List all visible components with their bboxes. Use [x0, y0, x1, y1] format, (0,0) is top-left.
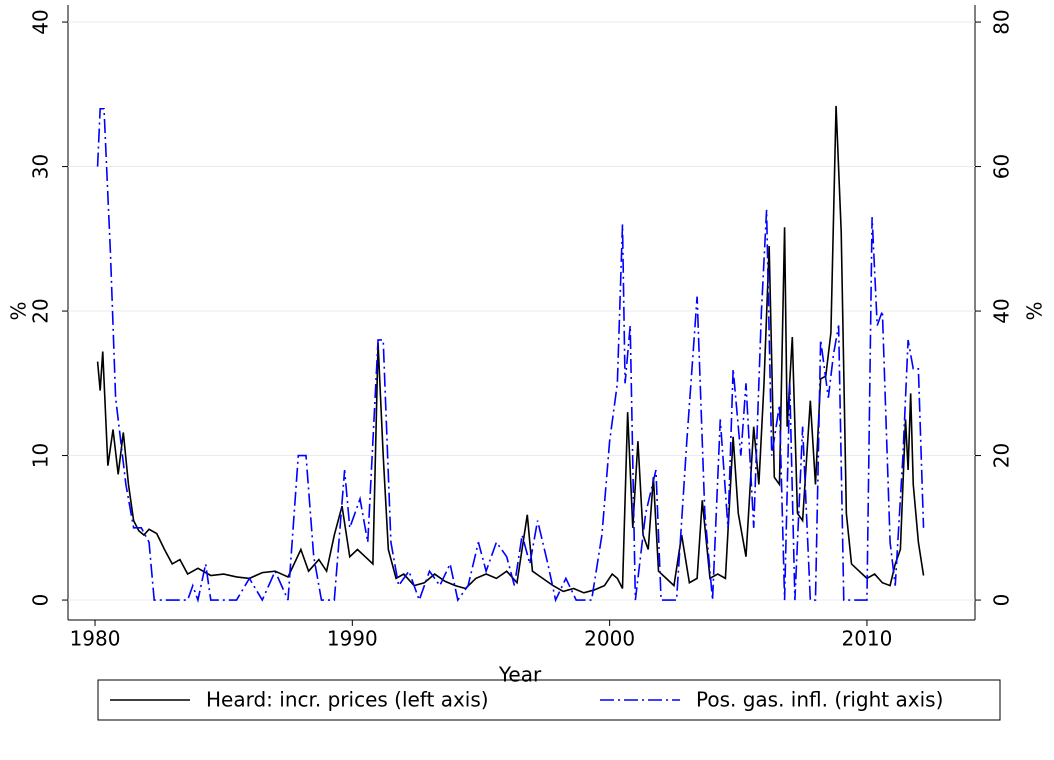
legend — [97, 679, 1001, 721]
y-tick-label: 40 — [29, 9, 53, 34]
legend-label: Heard: incr. prices (left axis) — [206, 688, 489, 712]
y2-tick-label: 0 — [990, 594, 1014, 607]
y-tick-label: 0 — [29, 594, 53, 607]
x-tick-label: 2010 — [841, 627, 892, 651]
x-axis-title: Year — [498, 663, 542, 687]
y-tick-label: 10 — [29, 443, 53, 468]
y2-axis-title: % — [1023, 301, 1047, 320]
x-tick-label: 1990 — [327, 627, 378, 651]
y-tick-label: 30 — [29, 154, 53, 179]
y2-tick-label: 20 — [990, 443, 1014, 468]
x-tick-label: 1980 — [70, 627, 121, 651]
y-axis-title: % — [7, 301, 31, 320]
x-tick-label: 2000 — [584, 627, 635, 651]
legend-label: Pos. gas. infl. (right axis) — [696, 688, 943, 712]
y2-tick-label: 80 — [990, 9, 1014, 34]
y-tick-label: 20 — [29, 298, 53, 323]
y2-tick-label: 40 — [990, 298, 1014, 323]
y2-tick-label: 60 — [990, 154, 1014, 179]
series-line — [96, 107, 925, 603]
